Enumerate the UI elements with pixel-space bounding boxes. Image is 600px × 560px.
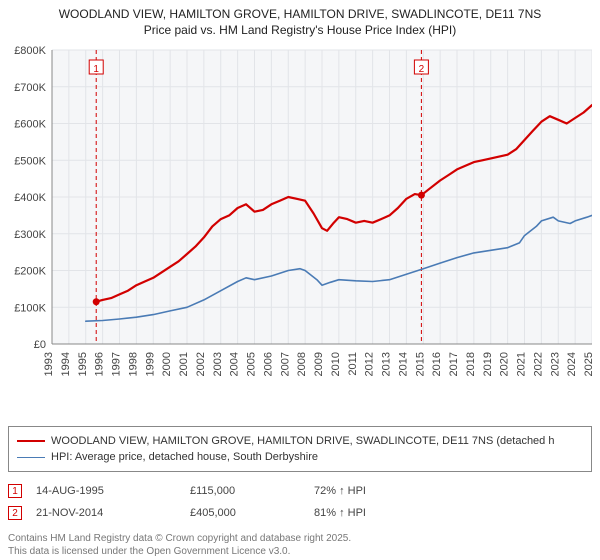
svg-text:2014: 2014 <box>397 352 409 376</box>
footer-line-1: Contains HM Land Registry data © Crown c… <box>8 532 592 545</box>
svg-text:2009: 2009 <box>313 352 325 376</box>
footer-line-2: This data is licensed under the Open Gov… <box>8 545 592 558</box>
legend-label: WOODLAND VIEW, HAMILTON GROVE, HAMILTON … <box>51 435 554 447</box>
svg-text:2013: 2013 <box>381 352 393 376</box>
svg-text:£200K: £200K <box>14 266 46 278</box>
sale-marker: 1 <box>8 484 22 498</box>
svg-text:2007: 2007 <box>279 352 291 376</box>
svg-text:£100K: £100K <box>14 303 46 315</box>
svg-text:£600K: £600K <box>14 119 46 131</box>
svg-text:2024: 2024 <box>566 352 578 376</box>
sale-row: 1 14-AUG-1995 £115,000 72% ↑ HPI <box>8 480 592 502</box>
svg-text:1999: 1999 <box>144 352 156 376</box>
svg-text:2012: 2012 <box>364 352 376 376</box>
svg-text:£300K: £300K <box>14 229 46 241</box>
svg-text:2015: 2015 <box>414 352 426 376</box>
svg-text:2006: 2006 <box>262 352 274 376</box>
svg-text:2003: 2003 <box>212 352 224 376</box>
sale-date: 21-NOV-2014 <box>36 507 176 519</box>
title-line-2: Price paid vs. HM Land Registry's House … <box>8 22 592 38</box>
svg-text:2002: 2002 <box>195 352 207 376</box>
svg-text:2022: 2022 <box>532 352 544 376</box>
sale-marker: 2 <box>8 506 22 520</box>
chart-area: £0 £100K £200K £300K £400K £500K £600K £700K £80… <box>8 44 592 384</box>
svg-text:2010: 2010 <box>330 352 342 376</box>
svg-text:£500K: £500K <box>14 156 46 168</box>
sale-hpi: 81% ↑ HPI <box>314 507 434 519</box>
svg-text:£800K: £800K <box>14 45 46 57</box>
svg-text:2001: 2001 <box>178 352 190 376</box>
svg-text:2025: 2025 <box>583 352 592 376</box>
svg-text:1994: 1994 <box>60 352 72 376</box>
svg-text:2005: 2005 <box>246 352 258 376</box>
legend-item: HPI: Average price, detached house, Sout… <box>17 449 583 465</box>
svg-text:2011: 2011 <box>347 352 359 376</box>
svg-text:1996: 1996 <box>94 352 106 376</box>
sale-date: 14-AUG-1995 <box>36 485 176 497</box>
svg-text:£400K: £400K <box>14 192 46 204</box>
svg-text:1: 1 <box>93 64 99 75</box>
sale-hpi: 72% ↑ HPI <box>314 485 434 497</box>
chart-svg: £0 £100K £200K £300K £400K £500K £600K £700K £80… <box>8 44 592 384</box>
svg-text:2008: 2008 <box>296 352 308 376</box>
svg-text:2: 2 <box>419 64 425 75</box>
svg-text:1995: 1995 <box>77 352 89 376</box>
svg-text:£700K: £700K <box>14 82 46 94</box>
sale-row: 2 21-NOV-2014 £405,000 81% ↑ HPI <box>8 502 592 524</box>
sale-price: £405,000 <box>190 507 300 519</box>
svg-text:2004: 2004 <box>229 352 241 376</box>
legend: WOODLAND VIEW, HAMILTON GROVE, HAMILTON … <box>8 426 592 472</box>
legend-label: HPI: Average price, detached house, Sout… <box>51 451 318 463</box>
svg-text:1997: 1997 <box>111 352 123 376</box>
svg-text:2023: 2023 <box>549 352 561 376</box>
svg-text:2019: 2019 <box>482 352 494 376</box>
legend-swatch <box>17 440 45 442</box>
svg-text:2000: 2000 <box>161 352 173 376</box>
svg-text:2018: 2018 <box>465 352 477 376</box>
svg-text:1993: 1993 <box>43 352 55 376</box>
legend-item: WOODLAND VIEW, HAMILTON GROVE, HAMILTON … <box>17 433 583 449</box>
footer-attribution: Contains HM Land Registry data © Crown c… <box>8 532 592 558</box>
title-line-1: WOODLAND VIEW, HAMILTON GROVE, HAMILTON … <box>8 6 592 22</box>
svg-text:2021: 2021 <box>516 352 528 376</box>
chart-title: WOODLAND VIEW, HAMILTON GROVE, HAMILTON … <box>8 6 592 38</box>
svg-text:2020: 2020 <box>499 352 511 376</box>
sale-price: £115,000 <box>190 485 300 497</box>
legend-swatch <box>17 457 45 458</box>
svg-text:£0: £0 <box>34 339 46 351</box>
svg-text:2016: 2016 <box>431 352 443 376</box>
svg-text:1998: 1998 <box>127 352 139 376</box>
svg-text:2017: 2017 <box>448 352 460 376</box>
sales-table: 1 14-AUG-1995 £115,000 72% ↑ HPI 2 21-NOV-201… <box>8 480 592 524</box>
